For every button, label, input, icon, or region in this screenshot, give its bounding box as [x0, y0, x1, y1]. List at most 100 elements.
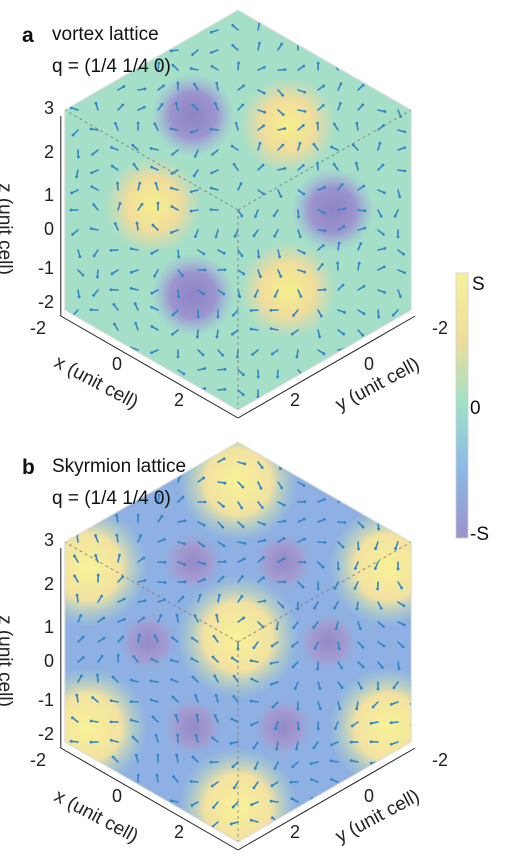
- panel-a-x-tick: -2: [30, 318, 47, 338]
- spin-arrow: [377, 65, 385, 71]
- spin-arrow-head: [96, 81, 100, 85]
- spin-arrow-head: [176, 355, 180, 359]
- spin-arrow-head: [369, 761, 373, 765]
- spin-arrow-head: [94, 554, 98, 557]
- spin-arrow-head: [243, 541, 247, 545]
- spin-arrow-head: [382, 624, 385, 628]
- spin-arrow-head: [271, 835, 275, 839]
- spin-arrow-head: [350, 25, 354, 29]
- panel-axes: [60, 9, 416, 419]
- spin-arrow-head: [423, 272, 426, 275]
- spin-arrow-head: [152, 795, 156, 798]
- spin-arrow-head: [403, 461, 407, 465]
- spin-arrow: [438, 24, 441, 30]
- spin-arrow-head: [336, 261, 340, 265]
- spin-arrow: [31, 820, 38, 822]
- spin-arrow: [357, 364, 364, 371]
- spin-arrow-head: [441, 143, 444, 146]
- spin-arrow-head: [170, 205, 174, 208]
- spin-arrow-head: [434, 647, 437, 650]
- spin-arrow-head: [221, 525, 225, 529]
- spin-arrow: [92, 776, 99, 783]
- spin-arrow-head: [33, 415, 36, 418]
- spin-arrow: [38, 480, 45, 482]
- spin-arrow-head: [259, 275, 262, 278]
- spin-arrow-head: [342, 332, 346, 336]
- spin-arrow: [34, 350, 38, 356]
- spin-arrow-head: [274, 727, 277, 730]
- spin-arrow-head: [390, 332, 394, 336]
- spin-arrow-head: [33, 295, 36, 298]
- spin-arrow-head: [109, 738, 113, 742]
- spin-arrow-head: [73, 554, 76, 558]
- spin-arrow: [391, 329, 399, 335]
- spin-arrow-head: [273, 766, 277, 770]
- spin-arrow: [58, 657, 63, 662]
- spin-arrow-head: [150, 843, 153, 846]
- spin-arrow: [410, 701, 412, 705]
- spin-arrow-head: [193, 235, 197, 238]
- spin-arrow: [54, 596, 58, 602]
- spin-arrow-head: [283, 10, 287, 11]
- panel-b-q: q = (1/4 1/4 0): [52, 488, 171, 509]
- spin-arrow-head: [292, 626, 296, 629]
- spin-arrow-head: [237, 2, 240, 5]
- spin-arrow-head: [263, 443, 266, 446]
- spin-arrow-head: [322, 84, 326, 88]
- spin-arrow-head: [323, 517, 326, 521]
- spin-arrow-head: [340, 382, 344, 386]
- spin-arrow-head: [134, 321, 138, 325]
- spin-arrow: [418, 582, 424, 585]
- spin-arrow: [438, 8, 445, 10]
- spin-arrow: [357, 458, 366, 463]
- spin-arrow-head: [222, 544, 226, 548]
- spin-arrow-head: [383, 291, 386, 294]
- spin-arrow-head: [297, 727, 300, 731]
- spin-arrow: [271, 409, 279, 410]
- spin-arrow-head: [135, 221, 139, 225]
- panel-a-q: q = (1/4 1/4 0): [52, 56, 171, 77]
- spin-arrow-head: [392, 686, 396, 690]
- spin-arrow-head: [203, 562, 207, 566]
- spin-arrow-head: [139, 534, 143, 537]
- density-blob: [251, 530, 315, 594]
- panel-b-z-tick: 0: [44, 651, 55, 671]
- spin-arrow-head: [249, 309, 253, 312]
- spin-arrow-head: [33, 82, 36, 85]
- spin-arrow-head: [79, 614, 83, 617]
- spin-arrow: [418, 482, 419, 489]
- spin-arrow-head: [93, 3, 96, 6]
- spin-arrow-head: [41, 455, 44, 458]
- spin-arrow-head: [31, 205, 34, 208]
- spin-arrow-head: [229, 822, 233, 826]
- spin-arrow: [317, 387, 326, 391]
- spin-arrow-head: [171, 332, 174, 336]
- spin-arrow-head: [424, 441, 427, 444]
- spin-arrow-head: [115, 533, 119, 537]
- spin-arrow-head: [378, 141, 382, 145]
- spin-arrow: [412, 842, 418, 846]
- spin-arrow-head: [321, 565, 325, 569]
- spin-arrow-head: [381, 163, 385, 167]
- spin-arrow-head: [310, 778, 313, 782]
- spin-arrow-head: [443, 391, 446, 394]
- spin-arrow-head: [332, 162, 336, 166]
- spin-arrow-head: [239, 182, 243, 186]
- spin-arrow-head: [156, 201, 160, 205]
- spin-arrow-head: [383, 191, 386, 195]
- spin-arrow-head: [175, 753, 179, 757]
- spin-arrow-head: [411, 313, 414, 316]
- spin-arrow: [350, 26, 359, 31]
- spin-arrow: [410, 721, 412, 726]
- spin-arrow-head: [431, 825, 434, 828]
- spin-arrow-head: [269, 327, 273, 331]
- spin-arrow-head: [316, 61, 320, 65]
- spin-arrow-head: [403, 271, 406, 274]
- spin-arrow-head: [199, 434, 202, 437]
- spin-arrow-head: [142, 616, 146, 620]
- spin-arrow-head: [116, 181, 119, 185]
- spin-arrow-head: [294, 415, 297, 418]
- spin-arrow-head: [394, 415, 397, 418]
- spin-arrow-head: [149, 819, 153, 822]
- spin-arrow-head: [302, 484, 306, 488]
